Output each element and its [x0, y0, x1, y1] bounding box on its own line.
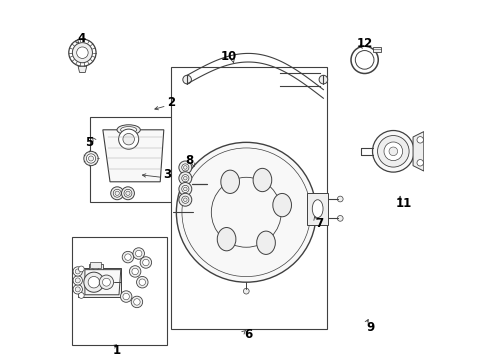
Circle shape [131, 296, 142, 308]
Circle shape [132, 268, 138, 275]
Circle shape [183, 198, 187, 202]
Circle shape [72, 42, 92, 63]
Circle shape [75, 278, 80, 283]
Circle shape [377, 135, 408, 167]
Circle shape [78, 266, 84, 272]
Bar [88, 264, 102, 270]
Circle shape [176, 142, 316, 282]
Circle shape [183, 166, 187, 169]
Circle shape [183, 176, 187, 180]
Circle shape [124, 254, 131, 260]
Circle shape [416, 136, 423, 143]
Circle shape [77, 47, 88, 58]
Circle shape [243, 288, 249, 294]
Text: 2: 2 [166, 96, 175, 109]
Circle shape [83, 272, 104, 292]
Circle shape [125, 191, 130, 195]
Polygon shape [78, 66, 86, 72]
Ellipse shape [253, 168, 271, 192]
Polygon shape [85, 270, 121, 295]
Text: 11: 11 [395, 197, 411, 210]
Ellipse shape [117, 125, 140, 135]
Circle shape [83, 151, 98, 166]
Circle shape [383, 142, 402, 161]
Circle shape [142, 259, 149, 266]
Text: 4: 4 [77, 32, 85, 45]
Circle shape [86, 154, 96, 163]
Circle shape [337, 216, 343, 221]
Circle shape [124, 189, 132, 197]
Bar [72, 237, 167, 345]
Text: 10: 10 [220, 50, 236, 63]
Circle shape [122, 251, 133, 263]
Circle shape [183, 75, 191, 84]
Polygon shape [412, 132, 423, 171]
Circle shape [119, 129, 139, 149]
Circle shape [129, 266, 141, 277]
Text: 8: 8 [184, 154, 193, 167]
Text: 12: 12 [356, 37, 372, 50]
Bar [90, 262, 101, 268]
Circle shape [372, 131, 413, 172]
Circle shape [75, 287, 80, 292]
Circle shape [122, 293, 129, 300]
Circle shape [179, 172, 191, 185]
Text: 7: 7 [315, 216, 323, 230]
Circle shape [102, 278, 110, 286]
Circle shape [73, 276, 82, 285]
Circle shape [140, 257, 151, 268]
Circle shape [182, 196, 188, 203]
Circle shape [73, 267, 82, 276]
Circle shape [121, 187, 134, 200]
Circle shape [183, 187, 187, 191]
Circle shape [120, 291, 132, 302]
Circle shape [319, 75, 327, 84]
Circle shape [122, 134, 134, 145]
Circle shape [133, 248, 144, 259]
Ellipse shape [312, 200, 323, 218]
Polygon shape [102, 130, 163, 182]
Text: 1: 1 [113, 344, 121, 357]
Circle shape [179, 183, 191, 195]
Circle shape [416, 159, 423, 166]
Circle shape [73, 285, 82, 294]
Ellipse shape [121, 127, 137, 133]
Ellipse shape [272, 193, 291, 217]
Circle shape [179, 193, 191, 206]
Circle shape [182, 185, 188, 193]
Ellipse shape [217, 228, 235, 251]
Ellipse shape [256, 231, 275, 255]
Text: 6: 6 [244, 328, 252, 341]
Text: 3: 3 [163, 168, 171, 181]
Bar [306, 193, 327, 225]
Circle shape [78, 293, 84, 298]
Circle shape [337, 196, 343, 202]
Circle shape [75, 269, 80, 274]
Text: 9: 9 [365, 320, 373, 333]
Circle shape [115, 191, 119, 195]
Circle shape [136, 276, 148, 288]
Ellipse shape [221, 170, 239, 193]
Circle shape [179, 161, 191, 174]
Circle shape [110, 187, 123, 200]
Circle shape [113, 189, 121, 197]
Circle shape [99, 275, 113, 289]
Circle shape [92, 264, 99, 270]
Circle shape [182, 175, 188, 182]
Bar [90, 117, 178, 202]
Circle shape [182, 164, 188, 171]
Circle shape [139, 279, 145, 285]
Circle shape [388, 147, 397, 156]
Text: 5: 5 [85, 136, 94, 149]
Polygon shape [78, 268, 121, 297]
Circle shape [88, 156, 93, 161]
Circle shape [133, 299, 140, 305]
Circle shape [88, 276, 100, 288]
Bar [372, 47, 380, 52]
Bar [171, 67, 326, 329]
Circle shape [135, 250, 142, 257]
